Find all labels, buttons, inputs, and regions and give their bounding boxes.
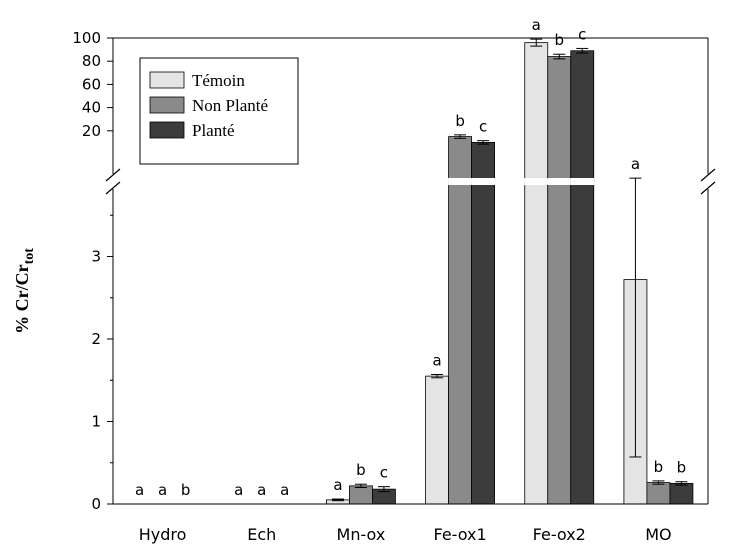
x-tick-label: MO	[645, 525, 671, 544]
y-axis-label-main: % Cr/Cr	[12, 264, 32, 333]
significance-label: a	[234, 481, 243, 499]
bar-break-gap	[570, 178, 595, 185]
bar-Fe-ox2-Non Planté	[547, 56, 572, 505]
legend-label: Planté	[192, 121, 235, 140]
significance-label: a	[158, 481, 167, 499]
significance-label: a	[135, 481, 144, 499]
y-tick-label: 100	[72, 29, 101, 47]
bar-Mn-ox-Non Planté	[349, 485, 373, 505]
bar-Fe-ox2-Témoin	[524, 42, 549, 505]
legend-swatch	[149, 96, 185, 114]
y-tick-label: 2	[91, 330, 101, 348]
y-tick-label: 40	[82, 99, 101, 117]
y-tick-label: 80	[82, 52, 101, 70]
significance-label: b	[181, 481, 191, 499]
bar-MO-Planté	[669, 482, 694, 505]
y-tick-label: 0	[91, 495, 101, 513]
y-tick-label: 20	[82, 122, 101, 140]
significance-label: a	[532, 16, 541, 34]
significance-label: a	[432, 351, 441, 369]
x-tick-label: Ech	[247, 525, 276, 544]
axis-break-mark	[105, 181, 121, 195]
significance-label: a	[280, 481, 289, 499]
x-tick-label: Fe-ox1	[433, 525, 486, 544]
legend-label: Non Planté	[192, 96, 268, 115]
significance-label: b	[455, 112, 465, 130]
bar-MO-Non Planté	[646, 482, 671, 505]
legend-label: Témoin	[192, 71, 245, 90]
bar-break-gap	[524, 178, 549, 185]
bar-Fe-ox1-Témoin	[425, 375, 449, 505]
significance-label: b	[356, 461, 366, 479]
x-tick-label: Fe-ox2	[533, 525, 586, 544]
bar-Fe-ox1-Planté	[471, 141, 495, 505]
significance-label: c	[380, 464, 388, 482]
y-axis-label: % Cr/Crtot	[12, 248, 37, 334]
bar-Fe-ox1-Non Planté	[448, 136, 472, 505]
significance-label: b	[554, 31, 564, 49]
bar-break-gap	[471, 178, 496, 185]
axis-break-mark	[700, 168, 716, 182]
significance-label: a	[631, 155, 640, 173]
legend-swatch	[149, 71, 185, 89]
x-tick-label: Hydro	[139, 525, 187, 544]
significance-label: c	[479, 118, 487, 136]
significance-label: a	[333, 476, 342, 494]
legend-swatch	[149, 121, 185, 139]
y-tick-label: 3	[91, 248, 101, 266]
axis-break-mark	[700, 181, 716, 195]
x-tick-label: Mn-ox	[337, 525, 386, 544]
y-tick-label: 60	[82, 75, 101, 93]
significance-label: c	[578, 25, 586, 43]
bar-break-gap	[448, 178, 473, 185]
y-tick-label: 1	[91, 413, 101, 431]
bar-Fe-ox2-Planté	[570, 50, 595, 505]
y-axis-label-subscript: tot	[22, 248, 37, 265]
significance-label: a	[257, 481, 266, 499]
axis-break-mark	[105, 168, 121, 182]
significance-label: b	[654, 458, 664, 476]
bar-break-gap	[547, 178, 572, 185]
significance-label: b	[677, 459, 687, 477]
